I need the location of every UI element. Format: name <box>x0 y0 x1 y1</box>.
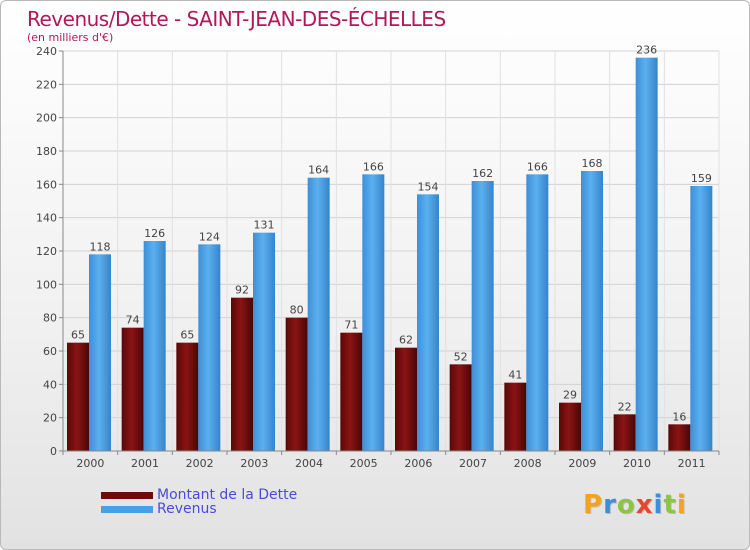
legend-swatch-revenus <box>101 505 153 513</box>
x-tick-label: 2003 <box>240 457 268 470</box>
proxiti-logo: Proxiti <box>583 490 687 520</box>
x-tick-label: 2000 <box>76 457 104 470</box>
bar-revenus <box>471 181 494 451</box>
y-tick-label: 60 <box>43 345 57 358</box>
y-tick-label: 100 <box>36 278 57 291</box>
x-tick-label: 2007 <box>459 457 487 470</box>
data-label-dette: 65 <box>71 329 85 342</box>
y-tick-label: 40 <box>43 378 57 391</box>
data-label-revenus: 124 <box>199 230 220 243</box>
chart-title: Revenus/Dette - SAINT-JEAN-DES-ÉCHELLES <box>27 7 446 31</box>
data-label-revenus: 154 <box>418 180 439 193</box>
legend-label-dette: Montant de la Dette <box>157 487 298 503</box>
x-tick-label: 2008 <box>514 457 542 470</box>
data-label-dette: 29 <box>563 389 577 402</box>
data-label-revenus: 166 <box>527 160 548 173</box>
y-tick-label: 80 <box>43 312 57 325</box>
bar-dette <box>340 332 363 451</box>
data-label-revenus: 164 <box>308 164 329 177</box>
legend-swatch-dette <box>101 491 153 499</box>
data-label-revenus: 126 <box>144 227 165 240</box>
bar-revenus <box>581 171 603 451</box>
bar-revenus <box>635 57 658 452</box>
bar-dette <box>395 347 417 451</box>
y-tick-label: 220 <box>36 78 57 91</box>
y-tick-label: 180 <box>36 145 57 158</box>
bar-dette <box>504 382 527 451</box>
bar-dette <box>67 342 89 451</box>
y-tick-label: 200 <box>36 112 57 125</box>
data-label-dette: 92 <box>235 284 249 297</box>
data-label-revenus: 162 <box>472 167 493 180</box>
y-tick-label: 0 <box>50 445 57 458</box>
data-label-dette: 41 <box>508 369 522 382</box>
legend-label-revenus: Revenus <box>157 501 217 517</box>
x-tick-label: 2011 <box>678 457 706 470</box>
data-label-revenus: 168 <box>582 157 603 170</box>
data-label-revenus: 131 <box>254 219 275 232</box>
data-label-dette: 22 <box>618 400 632 413</box>
x-tick-label: 2006 <box>404 457 432 470</box>
bar-revenus <box>143 241 166 451</box>
data-label-revenus: 166 <box>363 160 384 173</box>
y-tick-label: 140 <box>36 212 57 225</box>
data-label-dette: 62 <box>399 334 413 347</box>
bar-dette <box>231 297 253 451</box>
x-tick-label: 2002 <box>186 457 214 470</box>
bar-revenus <box>526 174 549 452</box>
y-tick-label: 240 <box>36 45 57 58</box>
x-tick-label: 2004 <box>295 457 323 470</box>
bar-revenus <box>89 254 111 451</box>
y-tick-label: 160 <box>36 178 57 191</box>
bar-revenus <box>307 177 330 451</box>
bar-revenus <box>198 244 221 451</box>
bar-dette <box>668 424 691 451</box>
x-tick-label: 2010 <box>623 457 651 470</box>
data-label-dette: 52 <box>454 350 468 363</box>
legend-item-revenus: Revenus <box>101 501 217 517</box>
data-label-dette: 65 <box>180 329 194 342</box>
data-label-dette: 71 <box>344 319 358 332</box>
legend-item-dette: Montant de la Dette <box>101 487 297 503</box>
bar-revenus <box>362 174 385 452</box>
data-label-dette: 16 <box>672 410 686 423</box>
bar-dette <box>559 402 581 451</box>
x-tick-label: 2001 <box>131 457 159 470</box>
x-tick-label: 2009 <box>568 457 596 470</box>
data-label-dette: 80 <box>290 304 304 317</box>
data-label-revenus: 118 <box>90 240 111 253</box>
data-label-revenus: 236 <box>636 44 657 57</box>
bar-revenus <box>417 194 439 452</box>
bar-dette <box>449 364 472 451</box>
x-tick-label: 2005 <box>350 457 378 470</box>
y-tick-label: 20 <box>43 412 57 425</box>
data-label-dette: 74 <box>126 314 140 327</box>
bar-dette <box>613 414 636 451</box>
bar-dette <box>176 342 199 451</box>
chart-subtitle: (en milliers d'€) <box>27 31 114 44</box>
bar-dette <box>121 327 144 451</box>
y-tick-label: 120 <box>36 245 57 258</box>
bar-revenus <box>253 232 275 451</box>
bar-dette <box>285 317 308 451</box>
bar-revenus <box>690 186 713 451</box>
data-label-revenus: 159 <box>691 172 712 185</box>
